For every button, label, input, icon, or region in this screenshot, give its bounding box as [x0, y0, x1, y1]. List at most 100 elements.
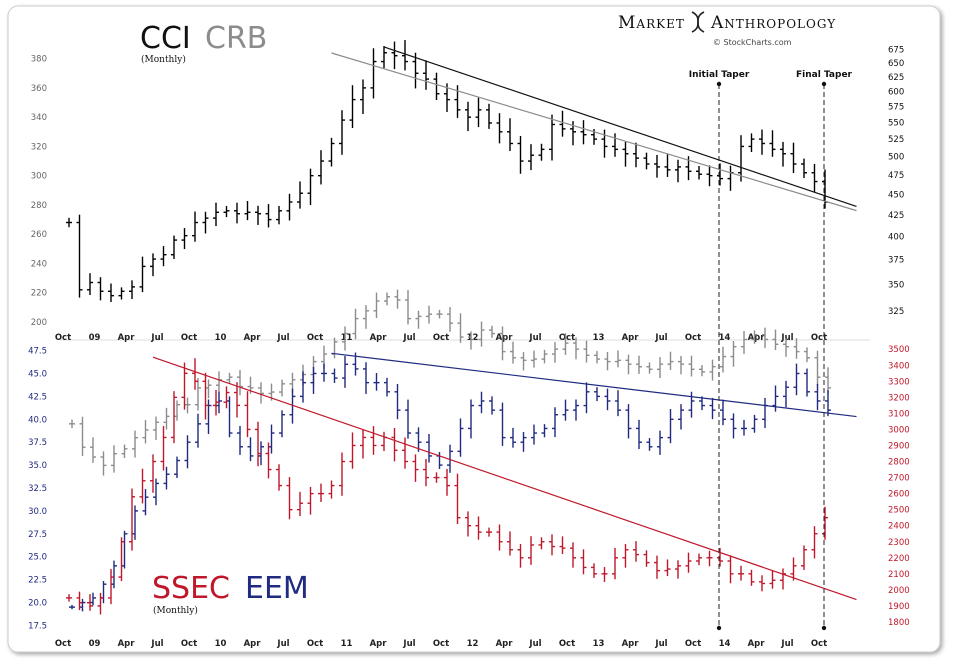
cci-trendline — [383, 46, 857, 207]
x-tick-label: Apr — [244, 333, 262, 343]
brand-name-part2: Anthropology — [710, 13, 836, 33]
taper-marker-top — [821, 81, 827, 87]
x-tick-label: Oct — [181, 333, 197, 343]
ssec-trendline — [152, 356, 857, 601]
right-tick-label: 2200 — [888, 554, 910, 564]
x-tick-label: Oct — [559, 639, 575, 649]
x-tick-label: Apr — [370, 639, 388, 649]
x-tick-label: Jul — [780, 333, 793, 343]
top-subtitle: (Monthly) — [141, 54, 186, 65]
right-tick-label: 425 — [888, 211, 904, 221]
taper-marker-top — [716, 81, 722, 87]
x-tick-label: Oct — [307, 333, 323, 343]
left-tick-label: 220 — [31, 289, 47, 299]
x-tick-label: Oct — [433, 333, 449, 343]
right-tick-label: 2800 — [888, 458, 910, 468]
right-tick-label: 650 — [888, 59, 904, 69]
x-tick-label: Oct — [181, 639, 197, 649]
right-tick-label: 2700 — [888, 474, 910, 484]
x-tick-label: Apr — [370, 333, 388, 343]
left-tick-label: 20.0 — [28, 599, 47, 609]
right-tick-label: 625 — [888, 73, 904, 83]
left-tick-label: 22.5 — [28, 576, 47, 586]
x-tick-label: Jul — [150, 639, 163, 649]
top-title-secondary: CRB — [205, 21, 267, 56]
left-tick-label: 340 — [31, 113, 47, 123]
left-tick-label: 280 — [31, 201, 47, 211]
x-tick-label: Jul — [780, 639, 793, 649]
right-tick-label: 575 — [888, 103, 904, 113]
x-tick-label: 10 — [215, 333, 227, 343]
left-tick-label: 17.5 — [28, 621, 47, 631]
x-tick-label: Oct — [55, 333, 71, 343]
right-tick-label: 3400 — [888, 361, 910, 371]
x-tick-label: 11 — [341, 333, 353, 343]
brand-name-part1: Market — [618, 13, 685, 33]
x-tick-label: 11 — [341, 639, 353, 649]
right-tick-label: 3000 — [888, 425, 910, 435]
x-tick-label: 14 — [719, 639, 731, 649]
right-tick-label: 325 — [888, 307, 904, 317]
right-tick-label: 450 — [888, 190, 904, 200]
left-tick-label: 360 — [31, 84, 47, 94]
taper-annotations: Initial Taper Final Taper — [689, 70, 853, 631]
left-tick-label: 320 — [31, 142, 47, 152]
x-tick-label: Oct — [811, 333, 827, 343]
left-tick-label: 32.5 — [28, 484, 47, 494]
x-tick-label: Apr — [496, 639, 514, 649]
right-tick-label: 1800 — [888, 618, 910, 628]
x-tick-label: Apr — [244, 639, 262, 649]
left-tick-label: 300 — [31, 172, 47, 182]
taper-label: Final Taper — [796, 70, 853, 80]
x-tick-label: Oct — [433, 639, 449, 649]
x-tick-label: Oct — [55, 639, 71, 649]
left-tick-label: 47.5 — [28, 347, 47, 357]
left-tick-label: 25.0 — [28, 553, 47, 563]
left-tick-label: 42.5 — [28, 392, 47, 402]
right-tick-label: 675 — [888, 45, 904, 55]
right-tick-label: 375 — [888, 256, 904, 266]
x-tick-label: 09 — [89, 639, 101, 649]
right-tick-label: 2500 — [888, 506, 910, 516]
x-tick-label: 10 — [215, 639, 227, 649]
ssec-eem-panel: 17.5 20.0 22.5 25.0 27.5 30.0 32.5 35.0 37.5 40.0… — [28, 345, 910, 649]
x-tick-label: 14 — [719, 333, 731, 343]
bottom-subtitle: (Monthly) — [153, 605, 198, 616]
right-tick-label: 1900 — [888, 602, 910, 612]
left-tick-label: 30.0 — [28, 507, 47, 517]
right-tick-label: 3300 — [888, 377, 910, 387]
left-tick-label: 35.0 — [28, 461, 47, 471]
left-tick-label: 37.5 — [28, 438, 47, 448]
x-tick-label: Jul — [528, 333, 541, 343]
x-tick-label: 13 — [593, 639, 605, 649]
brand-source: © StockCharts.com — [713, 38, 792, 47]
right-tick-label: 2000 — [888, 586, 910, 596]
x-tick-label: 13 — [593, 333, 605, 343]
x-tick-label: Jul — [528, 639, 541, 649]
left-tick-label: 380 — [31, 55, 47, 65]
bottom-title-primary: SSEC — [152, 571, 230, 606]
chart-card — [7, 5, 941, 653]
x-tick-label: Jul — [654, 639, 667, 649]
dna-icon — [691, 11, 705, 33]
left-tick-label: 260 — [31, 230, 47, 240]
right-tick-label: 2600 — [888, 490, 910, 500]
left-tick-label: 27.5 — [28, 530, 47, 540]
right-tick-label: 2400 — [888, 522, 910, 532]
taper-label: Initial Taper — [689, 70, 750, 80]
right-tick-label: 525 — [888, 135, 904, 145]
x-tick-label: Jul — [402, 333, 415, 343]
taper-marker-bottom — [821, 625, 827, 631]
bottom-title-secondary: EEM — [245, 571, 309, 606]
x-tick-label: Oct — [307, 639, 323, 649]
crb-trendline — [331, 52, 857, 212]
right-tick-label: 3200 — [888, 393, 910, 403]
x-tick-label: Apr — [118, 333, 136, 343]
right-tick-label: 500 — [888, 153, 904, 163]
right-tick-label: 2300 — [888, 538, 910, 548]
right-tick-label: 550 — [888, 119, 904, 129]
x-tick-label: Apr — [622, 333, 640, 343]
left-tick-label: 45.0 — [28, 369, 47, 379]
